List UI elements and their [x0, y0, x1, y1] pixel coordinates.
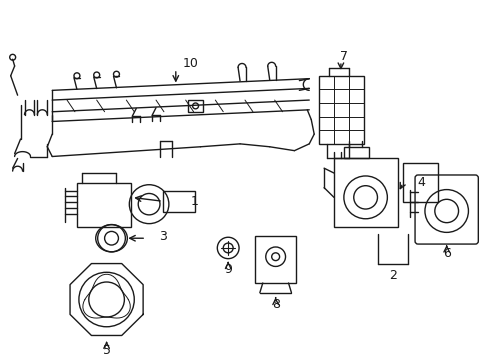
Bar — [334, 158, 398, 226]
Bar — [188, 100, 203, 112]
Bar — [255, 236, 296, 283]
Bar — [163, 190, 195, 212]
Bar — [344, 147, 368, 158]
Text: 8: 8 — [271, 298, 280, 311]
Bar — [77, 183, 131, 226]
Text: 2: 2 — [390, 269, 397, 282]
Text: 4: 4 — [417, 176, 425, 189]
Text: 9: 9 — [224, 263, 232, 276]
Bar — [319, 76, 364, 144]
Text: 3: 3 — [159, 230, 167, 243]
Text: 7: 7 — [340, 50, 348, 63]
Text: 1: 1 — [191, 195, 198, 208]
Text: 6: 6 — [443, 247, 451, 260]
Bar — [403, 163, 438, 202]
Text: 10: 10 — [183, 57, 198, 69]
Text: 5: 5 — [102, 343, 111, 357]
